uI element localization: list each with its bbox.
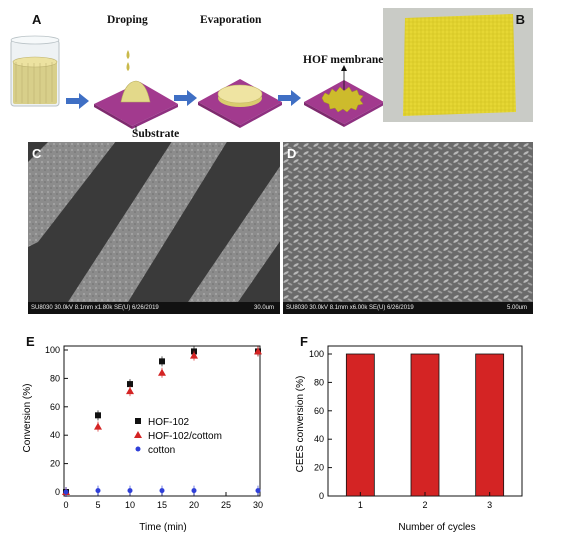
- substrate-with-puddle: [198, 79, 282, 128]
- x-tick-label: 0: [63, 500, 68, 510]
- panel-label-a: A: [32, 12, 42, 27]
- legend-marker: [134, 431, 142, 438]
- sem-info-text-c: SU8030 30.0kV 8.1mm x1.80k SE(U) 6/26/20…: [31, 305, 159, 311]
- data-point: [127, 381, 133, 388]
- process-arrow-3: [278, 90, 301, 106]
- data-point: [94, 422, 102, 430]
- y-tick-label: 60: [314, 406, 324, 416]
- cycles-bar-chart: 0 20 40 60 80 100 1 2 3 Number of cycles CEES co…: [295, 345, 523, 533]
- data-point: [63, 489, 69, 495]
- schematic-illustration: [10, 35, 384, 132]
- x-tick-label: 25: [221, 500, 231, 510]
- process-arrow-1: [66, 93, 89, 109]
- sem-image-high-mag: SU8030 30.0kV 8.1mm x6.00k SE(U) 6/26/20…: [283, 142, 533, 314]
- data-point: [95, 488, 101, 494]
- y-tick-label: 40: [50, 430, 60, 440]
- scale-label-d: 5.00um: [506, 305, 527, 311]
- legend-entry: cotton: [148, 445, 175, 456]
- x-tick-label: 15: [157, 500, 167, 510]
- y-tick-label: 80: [314, 377, 324, 387]
- legend-entry: HOF-102: [148, 417, 190, 428]
- scale-label-c: 30.0um: [253, 305, 274, 311]
- x-tick-label: 10: [125, 500, 135, 510]
- bar: [475, 353, 505, 497]
- data-point: [158, 368, 166, 376]
- data-point: [126, 387, 134, 395]
- panel-label-b: B: [515, 12, 525, 27]
- y-tick-label: 100: [309, 349, 324, 359]
- beaker-icon: [10, 35, 60, 107]
- chart-e-ylabel: Conversion (%): [22, 384, 33, 453]
- hof-membrane-label: HOF membrane: [303, 54, 384, 66]
- substrate-with-drop: [94, 50, 178, 132]
- data-point: [190, 351, 198, 359]
- x-tick-label: 2: [422, 500, 427, 510]
- legend-entry: HOF-102/cottom: [148, 431, 222, 442]
- data-point: [159, 488, 165, 494]
- y-tick-label: 100: [45, 345, 60, 355]
- panel-label-d: D: [287, 146, 297, 161]
- legend-marker: [135, 446, 141, 452]
- panel-label-e: E: [26, 334, 35, 349]
- substrate-with-membrane: [304, 65, 384, 127]
- x-tick-label: 5: [95, 500, 100, 510]
- y-tick-label: 20: [50, 459, 60, 469]
- conversion-time-chart: 0 5 10 15 20 25 30 0 20 40 60 80 100 HOF-102 HOF-102/c…: [22, 345, 263, 533]
- data-point: [159, 358, 165, 365]
- panel-label-f: F: [300, 334, 308, 349]
- data-point: [191, 488, 197, 494]
- step-droping-label: Droping: [107, 14, 148, 26]
- x-tick-label: 3: [487, 500, 492, 510]
- sem-info-bar-c: SU8030 30.0kV 8.1mm x1.80k SE(U) 6/26/20…: [28, 302, 280, 314]
- substrate-label: Substrate: [132, 128, 180, 140]
- data-point: [255, 488, 261, 494]
- y-tick-label: 0: [55, 487, 60, 497]
- step-evaporation-label: Evaporation: [200, 14, 262, 26]
- legend-marker: [135, 418, 141, 424]
- panel-label-c: C: [32, 146, 42, 161]
- data-point: [95, 412, 101, 419]
- sem-info-text-d: SU8030 30.0kV 8.1mm x6.00k SE(U) 6/26/20…: [286, 305, 414, 311]
- y-tick-label: 60: [50, 402, 60, 412]
- data-point: [127, 488, 133, 494]
- x-tick-label: 1: [358, 500, 363, 510]
- process-arrow-2: [174, 90, 197, 106]
- chart-e-xlabel: Time (min): [139, 522, 186, 533]
- chart-f-ylabel: CEES conversion (%): [295, 376, 306, 473]
- chart-f-xlabel: Number of cycles: [398, 522, 475, 533]
- x-tick-label: 30: [253, 500, 263, 510]
- y-tick-label: 40: [314, 434, 324, 444]
- data-point: [254, 347, 262, 355]
- bar: [345, 353, 375, 497]
- sem-info-bar-d: SU8030 30.0kV 8.1mm x6.00k SE(U) 6/26/20…: [283, 302, 533, 314]
- y-tick-label: 80: [50, 373, 60, 383]
- membrane-photo: B: [383, 8, 533, 122]
- sem-image-low-mag: SU8030 30.0kV 8.1mm x1.80k SE(U) 6/26/20…: [28, 142, 280, 314]
- x-tick-label: 20: [189, 500, 199, 510]
- y-tick-label: 0: [319, 491, 324, 501]
- y-tick-label: 20: [314, 463, 324, 473]
- bar: [410, 353, 440, 497]
